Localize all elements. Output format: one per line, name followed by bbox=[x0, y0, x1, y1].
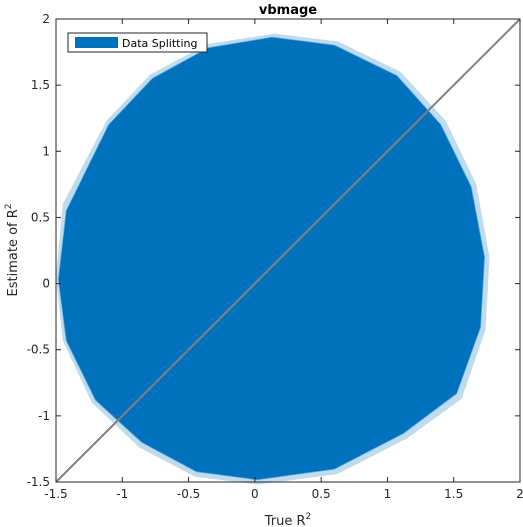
y-tick-label: -0.5 bbox=[27, 343, 50, 357]
x-tick-label: -1 bbox=[116, 487, 128, 501]
y-tick-label: 2 bbox=[42, 12, 50, 26]
legend-label-data-splitting: Data Splitting bbox=[122, 37, 197, 50]
x-tick-label: 1.5 bbox=[444, 487, 463, 501]
y-axis-label: Estimate of R2 bbox=[4, 204, 21, 297]
legend-swatch-data-splitting bbox=[75, 37, 118, 48]
y-tick-label: 0.5 bbox=[31, 210, 50, 224]
x-axis-ticks: -1.5 -1 -0.5 0 0.5 1 1.5 2 bbox=[44, 19, 523, 501]
y-tick-label: 0 bbox=[42, 277, 50, 291]
x-tick-label: 2 bbox=[516, 487, 523, 501]
x-axis-label: True R2 bbox=[264, 512, 312, 527]
y-tick-label: 1.5 bbox=[31, 78, 50, 92]
x-axis-label-superscript: 2 bbox=[306, 512, 312, 522]
y-tick-label: 1 bbox=[42, 144, 50, 158]
y-tick-label: -1.5 bbox=[27, 475, 50, 489]
x-axis-label-text: True R bbox=[264, 514, 306, 527]
y-tick-label: -1 bbox=[38, 409, 50, 423]
y-axis-label-text: Estimate of R bbox=[6, 209, 21, 296]
identity-reference-line bbox=[55, 18, 521, 483]
series-area-data-splitting bbox=[57, 36, 485, 481]
x-tick-label: -0.5 bbox=[177, 487, 200, 501]
x-tick-label: 0.5 bbox=[312, 487, 331, 501]
data-layer bbox=[55, 18, 521, 485]
x-tick-label: 1 bbox=[384, 487, 392, 501]
x-tick-label: 0 bbox=[251, 487, 259, 501]
y-axis-ticks: -1.5 -1 -0.5 0 0.5 1 1.5 2 bbox=[27, 12, 520, 489]
axes-box bbox=[55, 18, 521, 483]
y-axis-label-superscript: 2 bbox=[4, 204, 14, 210]
x-tick-label: -1.5 bbox=[44, 487, 67, 501]
chart-title: vbmage bbox=[259, 3, 317, 18]
legend: Data Splitting bbox=[67, 32, 208, 53]
